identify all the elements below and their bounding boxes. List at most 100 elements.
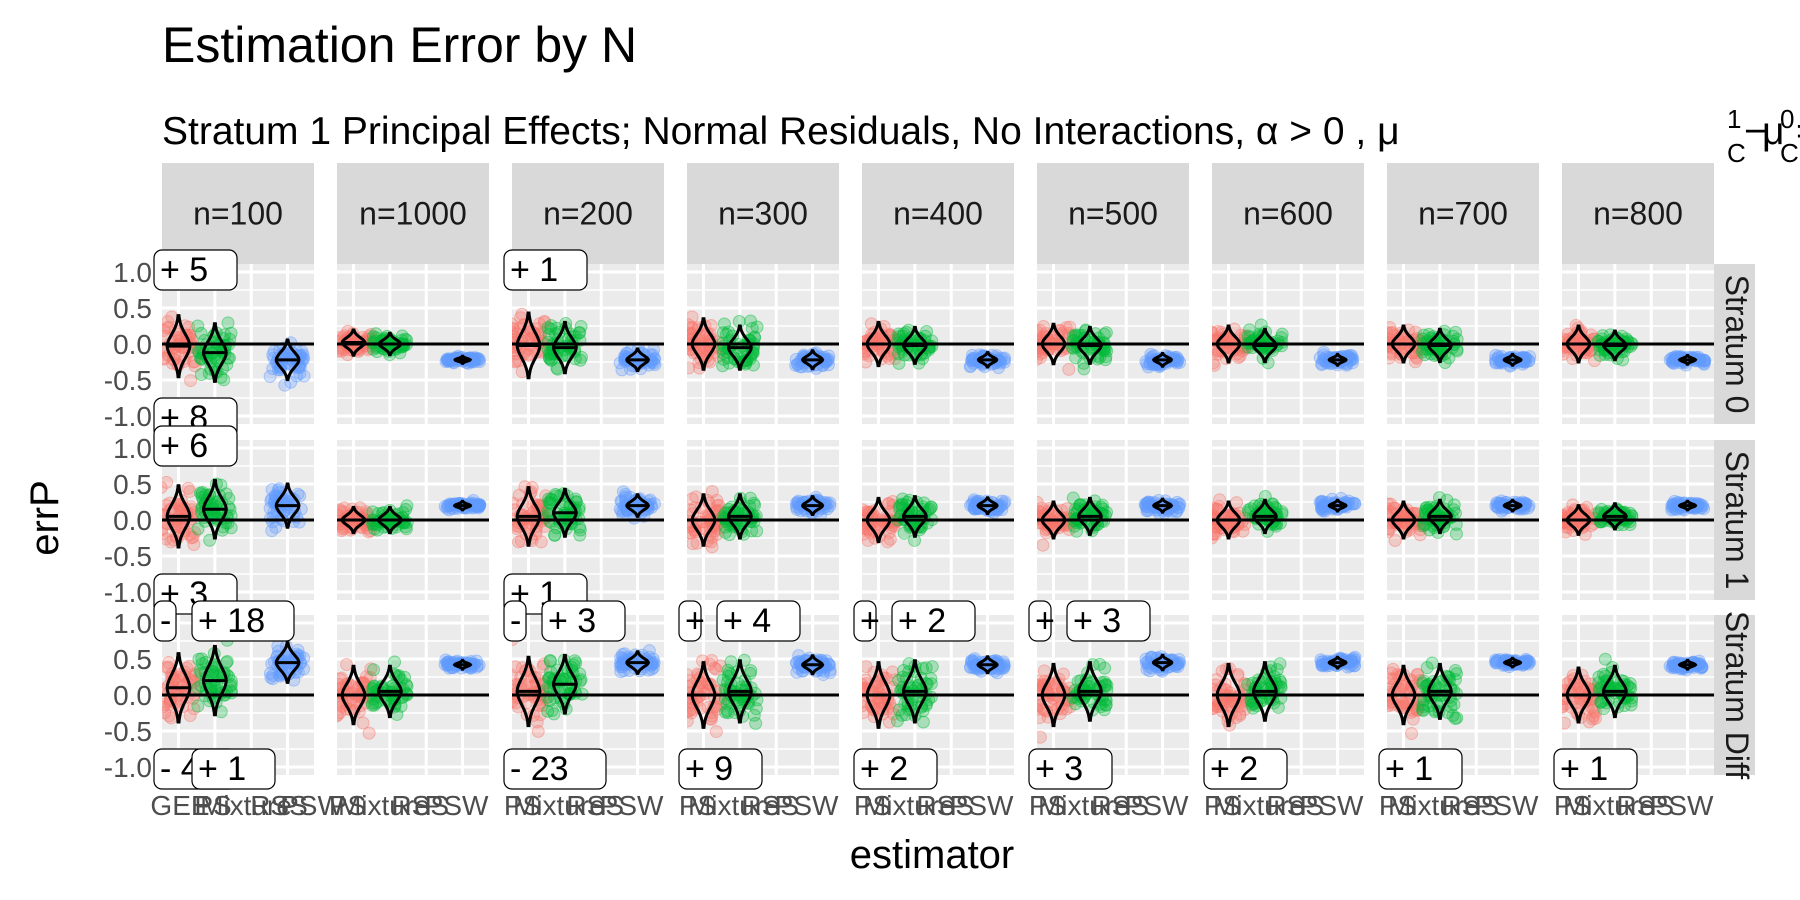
data-point [1417, 328, 1431, 342]
x-tick-label: Mixture [688, 790, 780, 821]
data-point [187, 355, 201, 369]
x-tick-label: RSS [250, 790, 308, 821]
x-tick-label: GEE [150, 790, 209, 821]
data-point [278, 378, 292, 392]
subtitle-sub-1: C [1727, 138, 1746, 168]
y-tick-label: -1.0 [104, 752, 152, 783]
data-point [1212, 325, 1225, 339]
data-point [687, 320, 699, 334]
data-point [360, 521, 374, 535]
data-point [1408, 355, 1422, 369]
data-point [716, 326, 730, 340]
data-point [893, 499, 907, 513]
data-point [1063, 320, 1077, 334]
data-point [1562, 344, 1569, 358]
facet-panel [1037, 440, 1189, 600]
violin [274, 482, 301, 529]
data-point [1416, 703, 1430, 717]
data-point [1596, 329, 1610, 343]
data-point [573, 326, 587, 340]
violin [1502, 352, 1523, 367]
subtitle-mu-2: μ [1762, 110, 1784, 153]
data-point [194, 326, 208, 340]
violin [726, 324, 753, 371]
data-point [687, 326, 696, 340]
violin [625, 347, 651, 373]
data-point [862, 699, 868, 713]
data-point [1446, 709, 1460, 723]
data-point [717, 317, 731, 331]
data-point [1172, 653, 1186, 667]
facet-strip-row-label: Stratum 1 [1719, 451, 1755, 590]
data-point [512, 322, 520, 336]
data-point [217, 373, 231, 387]
data-point [892, 327, 906, 341]
y-tick-label: 1.0 [113, 608, 152, 639]
data-point [186, 355, 200, 369]
x-tick-label: PS [1029, 790, 1066, 821]
data-point [1144, 347, 1158, 361]
facet-strip-row [1714, 264, 1755, 424]
data-point [224, 326, 238, 340]
facet-strip-label: n=300 [718, 196, 808, 232]
data-point [472, 352, 486, 366]
data-point [1492, 350, 1506, 364]
y-axis-label: errP [23, 480, 67, 556]
facet-panel [687, 440, 839, 600]
facet-strip-col [862, 163, 1014, 264]
x-tick-label: RSS [1266, 790, 1324, 821]
data-point [1343, 349, 1357, 363]
data-point [1410, 351, 1424, 365]
data-point [1212, 358, 1221, 372]
data-point [646, 348, 660, 362]
subtitle-text: Stratum 1 Principal Effects; Normal Resi… [162, 110, 1400, 153]
data-point [789, 358, 803, 372]
data-point [1345, 349, 1359, 363]
data-point [184, 374, 198, 388]
data-point [892, 356, 906, 370]
facet-strip-label: n=200 [543, 196, 633, 232]
data-point [746, 358, 760, 372]
data-point [196, 486, 210, 500]
data-point [573, 353, 587, 367]
data-point [721, 325, 735, 339]
facet-panel [1037, 264, 1189, 424]
data-point [687, 361, 696, 375]
facet-strip-row [1714, 615, 1755, 775]
y-tick-label: 0.0 [113, 505, 152, 536]
data-point [369, 327, 383, 341]
violin [865, 320, 892, 368]
data-point [1449, 325, 1463, 339]
subtitle-sup-2: 0 [1780, 104, 1794, 134]
data-point [297, 369, 311, 383]
data-point [1037, 702, 1044, 716]
x-tick-label: Mixture [1213, 790, 1305, 821]
data-point [1233, 349, 1247, 363]
data-point [793, 360, 807, 374]
data-point [337, 524, 349, 538]
violin [1426, 327, 1453, 364]
data-point [687, 668, 694, 682]
data-point [997, 657, 1011, 671]
data-point [512, 322, 520, 336]
facet-panel [1562, 440, 1714, 600]
data-point [712, 349, 726, 363]
subtitle-equals: = [1796, 110, 1800, 153]
x-tick-label: PSW [1300, 790, 1364, 821]
data-point [1139, 355, 1153, 369]
violin [1076, 325, 1103, 365]
facet-panel [337, 440, 489, 600]
facet-strip-label: n=700 [1418, 196, 1508, 232]
data-point [616, 485, 630, 499]
data-point [522, 347, 536, 361]
data-point [823, 666, 837, 680]
data-point [1037, 324, 1043, 338]
data-point [1492, 356, 1506, 370]
data-point [716, 359, 730, 373]
data-point [1037, 495, 1044, 509]
y-tick-label: -1.0 [104, 577, 152, 608]
data-point [1037, 351, 1048, 365]
facet-strip-col [1037, 163, 1189, 264]
data-point [542, 328, 556, 342]
data-point [187, 538, 201, 552]
